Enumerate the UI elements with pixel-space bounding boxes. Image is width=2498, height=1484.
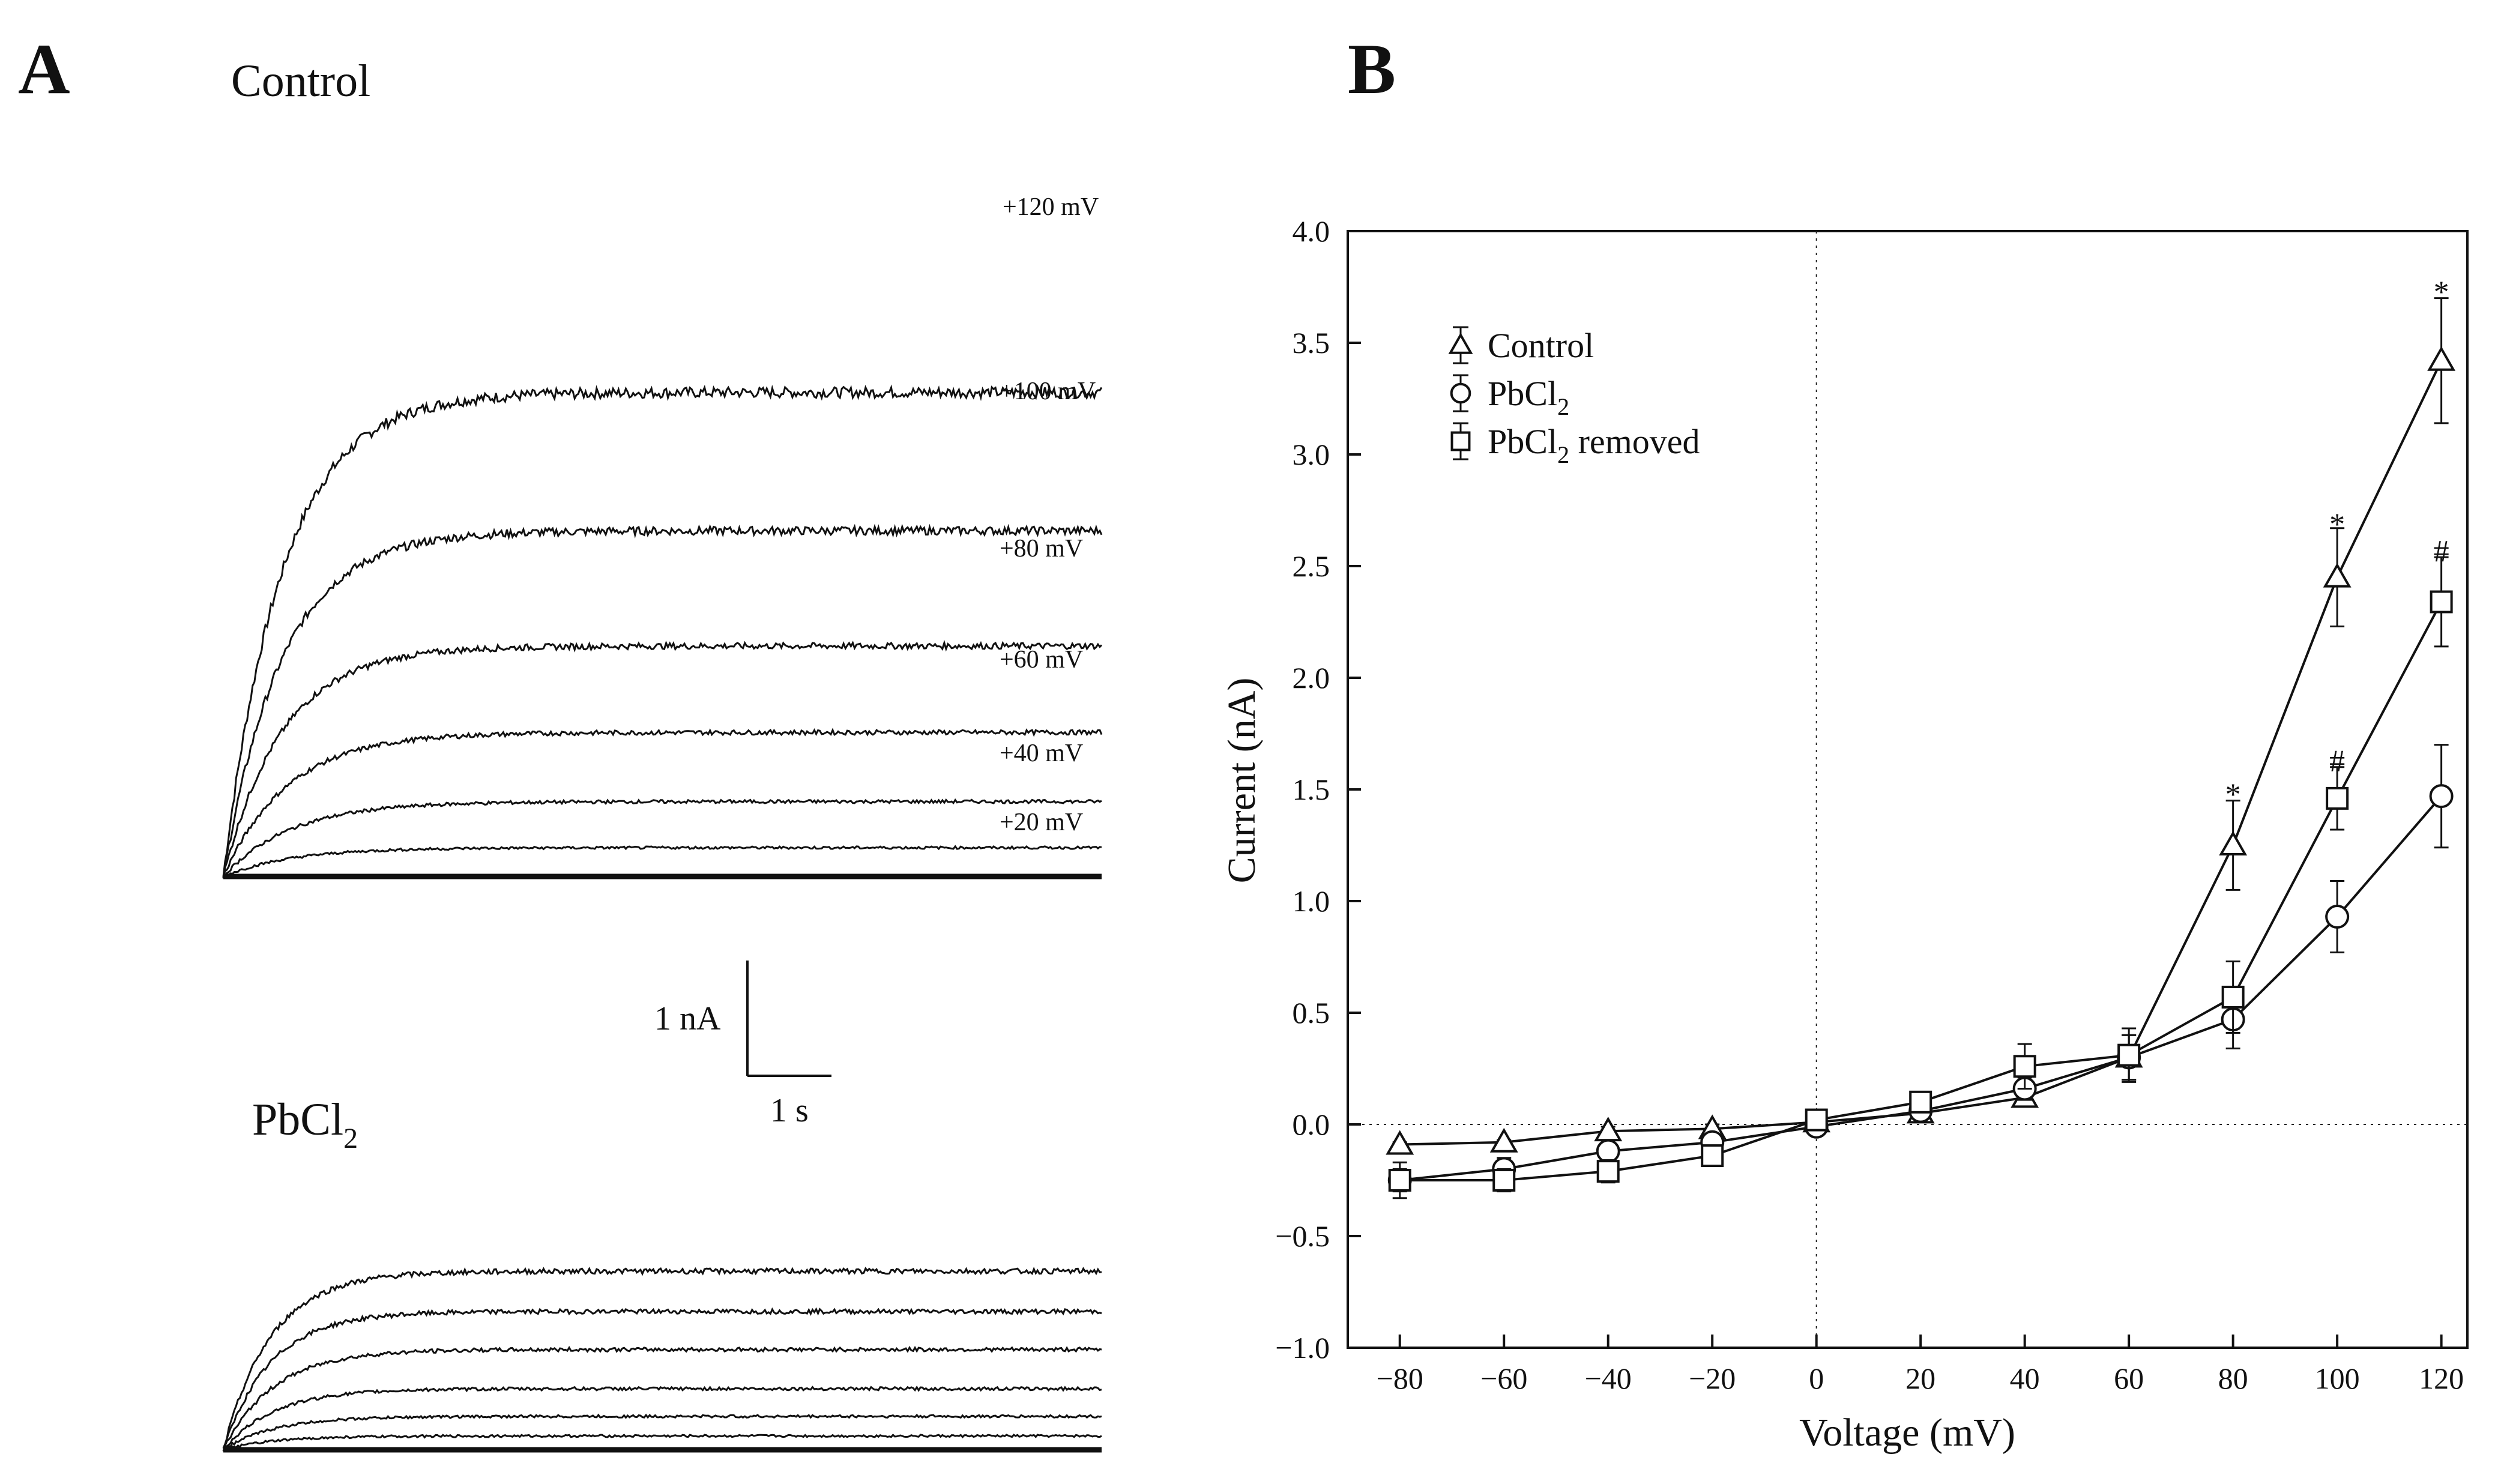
x-tick-label: 40 — [2010, 1362, 2040, 1395]
data-point-square — [1388, 1169, 1411, 1192]
data-point-triangle — [2427, 346, 2456, 371]
y-tick-label: 0.0 — [1293, 1108, 1330, 1141]
data-point-triangle — [1489, 1127, 1518, 1153]
data-point-square — [2326, 786, 2349, 810]
pbcl2-trace-20mv — [222, 1434, 1102, 1452]
data-point-square — [1805, 1108, 1828, 1132]
x-tick-label: 100 — [2315, 1362, 2360, 1395]
data-point-square — [2117, 1043, 2141, 1067]
significance-mark: * — [2434, 275, 2449, 309]
y-tick-label: 1.0 — [1293, 884, 1330, 918]
y-tick-label: 3.5 — [1293, 326, 1330, 360]
scale-current-label: 1 nA — [654, 1000, 721, 1037]
legend-label: Control — [1488, 326, 1594, 365]
x-tick-label: 120 — [2419, 1362, 2464, 1395]
data-series — [1386, 297, 2456, 1199]
data-point-circle — [2325, 905, 2350, 929]
pbcl2-trace-40mv — [223, 1413, 1102, 1451]
pbcl2-title-main: PbCl — [252, 1094, 343, 1145]
data-point-square — [1492, 1169, 1516, 1192]
control-trace-60mv — [222, 728, 1103, 878]
trace-label-40: +40 mV — [1000, 740, 1083, 767]
panel-a-letter: A — [18, 29, 70, 109]
data-point-triangle — [2323, 563, 2352, 588]
y-tick-label: 2.0 — [1293, 661, 1330, 695]
legend-marker-circle — [1450, 382, 1471, 404]
y-tick-label: 3.0 — [1293, 438, 1330, 471]
axis-ticks: −1.0 −0.5 0.0 0.5 1.0 1.5 2.0 2.5 3.0 3.5 4.0 −80 −6… — [1275, 214, 2464, 1395]
significance-mark: # — [2434, 534, 2449, 569]
legend-label: PbCl2 removed — [1488, 422, 1700, 468]
control-trace-40mv — [223, 798, 1102, 876]
data-point-square — [1701, 1144, 1724, 1168]
data-point-circle — [2429, 784, 2454, 809]
x-tick-label: −60 — [1480, 1362, 1527, 1395]
control-trace-120mv — [222, 384, 1103, 877]
scale-time-label: 1 s — [770, 1092, 809, 1129]
legend-marker-square — [1450, 431, 1471, 451]
pbcl2-trace-80mv — [222, 1345, 1102, 1452]
significance-mark: * — [2329, 507, 2345, 541]
scale-bar: 1 nA 1 s — [654, 961, 831, 1129]
pbcl2-trace-100mv — [222, 1307, 1102, 1450]
pbcl2-title-sub: 2 — [343, 1123, 358, 1154]
reference-lines — [1348, 231, 2467, 1348]
significance-mark: # — [2329, 744, 2345, 779]
pbcl2-trace-60mv — [222, 1385, 1102, 1452]
y-tick-label: 1.5 — [1293, 773, 1330, 806]
pbcl2-traces — [222, 1267, 1102, 1453]
pbcl2-title: PbCl2 — [252, 1094, 358, 1154]
x-tick-label: −40 — [1585, 1362, 1632, 1395]
data-point-square — [2221, 985, 2245, 1009]
trace-labels: +120 mV +100 mV +80 mV +60 mV +40 mV +20… — [1000, 193, 1099, 836]
data-point-triangle — [2219, 830, 2248, 855]
series-line — [1399, 360, 2443, 1146]
y-tick-label: 4.0 — [1293, 214, 1330, 248]
data-point-square — [1909, 1090, 1932, 1114]
x-axis-title: Voltage (mV) — [1799, 1411, 2015, 1455]
data-point-square — [1596, 1160, 1620, 1183]
significance-mark: * — [2225, 777, 2241, 812]
x-tick-label: 0 — [1809, 1362, 1824, 1395]
pbcl2-trace-120mv — [222, 1267, 1102, 1449]
trace-label-60: +60 mV — [1000, 646, 1083, 674]
y-tick-label: 2.5 — [1293, 549, 1330, 583]
data-point-triangle — [1594, 1117, 1623, 1142]
x-tick-label: −20 — [1689, 1362, 1736, 1395]
data-point-triangle — [1386, 1130, 1414, 1155]
legend-marker-triangle — [1448, 332, 1473, 354]
trace-label-120: +120 mV — [1003, 193, 1099, 221]
panel-b-letter: B — [1348, 29, 1396, 109]
significance-marks: * * * # # — [2225, 275, 2449, 812]
x-tick-label: 80 — [2218, 1362, 2248, 1395]
y-tick-label: −1.0 — [1275, 1331, 1330, 1365]
iv-chart: −1.0 −0.5 0.0 0.5 1.0 1.5 2.0 2.5 3.0 3.5 4.0 −80 −6… — [1220, 214, 2469, 1455]
x-tick-label: −80 — [1377, 1362, 1423, 1395]
series-square — [1388, 556, 2453, 1199]
control-trace-80mv — [222, 639, 1103, 879]
y-tick-label: 0.5 — [1293, 996, 1330, 1030]
trace-label-20: +20 mV — [1000, 809, 1083, 836]
x-tick-label: 20 — [1905, 1362, 1935, 1395]
trace-label-80: +80 mV — [1000, 535, 1083, 563]
control-title: Control — [231, 56, 370, 106]
y-tick-label: −0.5 — [1275, 1219, 1330, 1253]
x-tick-label: 60 — [2114, 1362, 2144, 1395]
control-trace-20mv — [223, 845, 1102, 878]
trace-label-100: +100 mV — [1000, 378, 1096, 405]
control-traces — [222, 384, 1103, 879]
control-trace-100mv — [222, 523, 1103, 878]
data-point-square — [2013, 1055, 2036, 1078]
data-point-square — [2430, 590, 2453, 614]
data-point-circle — [1596, 1139, 1620, 1163]
legend-label: PbCl2 — [1488, 374, 1569, 420]
y-axis-title: Current (nA) — [1220, 678, 1264, 884]
